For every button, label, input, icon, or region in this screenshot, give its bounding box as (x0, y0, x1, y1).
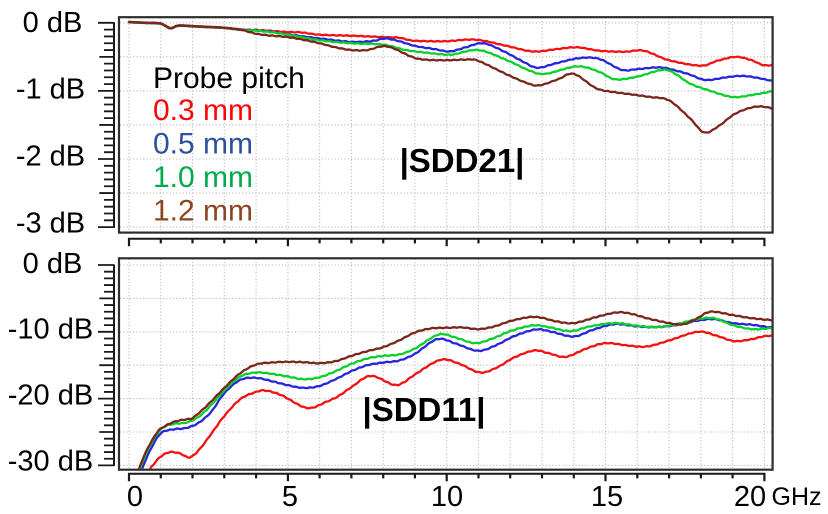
svg-text:-30 dB: -30 dB (8, 446, 93, 478)
svg-text:1.0 mm: 1.0 mm (153, 161, 253, 194)
svg-text:0 dB: 0 dB (23, 7, 83, 39)
svg-text:-10 dB: -10 dB (8, 313, 93, 345)
svg-text:5: 5 (282, 481, 298, 513)
svg-text:15: 15 (591, 481, 623, 513)
svg-text:20: 20 (734, 481, 766, 513)
svg-text:0.5 mm: 0.5 mm (153, 128, 253, 161)
svg-text:0.3 mm: 0.3 mm (153, 94, 253, 127)
svg-text:-3 dB: -3 dB (16, 208, 85, 240)
svg-text:-1 dB: -1 dB (16, 74, 85, 106)
svg-text:|SDD21|: |SDD21| (400, 142, 525, 179)
svg-text:0 dB: 0 dB (23, 248, 83, 280)
svg-text:0: 0 (127, 481, 143, 513)
svg-text:GHz: GHz (772, 483, 822, 511)
svg-text:Probe pitch: Probe pitch (153, 62, 305, 95)
svg-text:-2 dB: -2 dB (16, 141, 85, 173)
svg-text:10: 10 (431, 481, 463, 513)
svg-text:1.2 mm: 1.2 mm (153, 195, 253, 228)
svg-text:-20 dB: -20 dB (8, 379, 93, 411)
svg-text:|SDD11|: |SDD11| (362, 391, 485, 428)
